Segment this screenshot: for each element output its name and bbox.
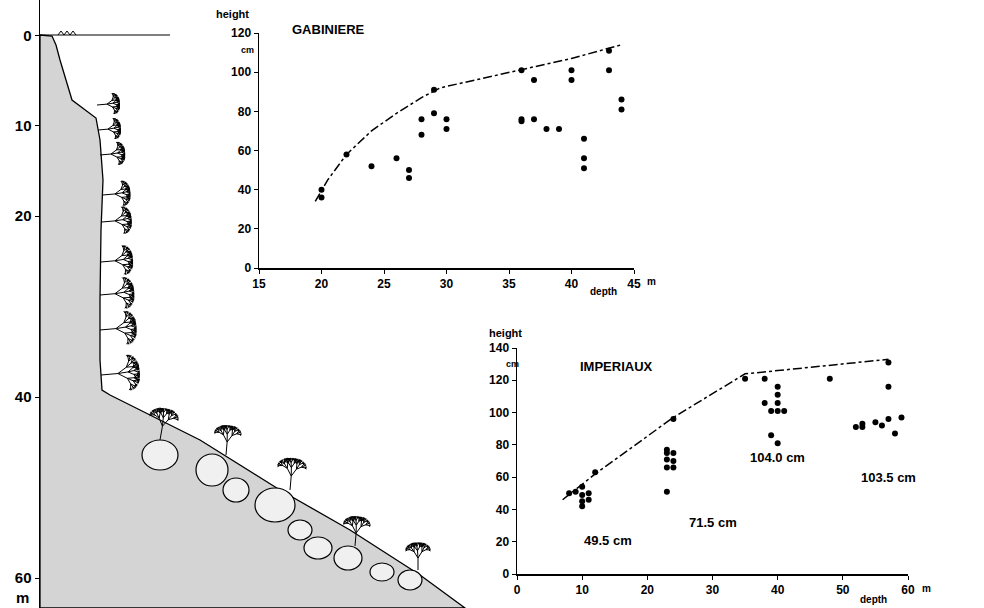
svg-text:m: m [922, 583, 931, 594]
svg-text:m: m [647, 276, 656, 287]
svg-text:50: 50 [836, 583, 850, 597]
svg-text:60: 60 [901, 583, 915, 597]
svg-text:80: 80 [238, 105, 252, 119]
svg-text:0: 0 [244, 261, 251, 275]
svg-text:49.5 cm: 49.5 cm [584, 533, 632, 548]
svg-text:height: height [489, 327, 522, 339]
svg-text:height: height [216, 8, 249, 20]
svg-text:80: 80 [496, 438, 510, 452]
svg-text:20: 20 [496, 535, 510, 549]
svg-text:25: 25 [377, 277, 391, 291]
svg-text:45: 45 [627, 277, 641, 291]
svg-text:depth: depth [860, 594, 887, 605]
svg-text:IMPERIAUX: IMPERIAUX [580, 359, 653, 374]
svg-text:depth: depth [590, 286, 617, 297]
svg-text:40: 40 [565, 277, 579, 291]
svg-text:100: 100 [231, 65, 251, 79]
svg-text:20: 20 [641, 583, 655, 597]
svg-text:cm: cm [506, 359, 519, 369]
svg-text:40: 40 [771, 583, 785, 597]
svg-text:20: 20 [238, 222, 252, 236]
svg-text:30: 30 [706, 583, 720, 597]
svg-text:120: 120 [489, 373, 509, 387]
svg-text:15: 15 [252, 277, 266, 291]
svg-text:60: 60 [496, 470, 510, 484]
svg-text:cm: cm [241, 45, 254, 55]
svg-text:0: 0 [23, 27, 31, 44]
svg-text:71.5 cm: 71.5 cm [689, 515, 737, 530]
svg-text:GABINIERE: GABINIERE [292, 22, 365, 37]
svg-text:10: 10 [575, 583, 589, 597]
svg-text:103.5 cm: 103.5 cm [861, 470, 916, 485]
svg-text:0: 0 [502, 567, 509, 581]
svg-text:40: 40 [238, 183, 252, 197]
svg-text:20: 20 [315, 277, 329, 291]
svg-text:60: 60 [238, 144, 252, 158]
svg-text:104.0 cm: 104.0 cm [750, 450, 805, 465]
svg-text:40: 40 [15, 388, 32, 405]
svg-text:20: 20 [15, 207, 32, 224]
svg-text:40: 40 [496, 503, 510, 517]
svg-text:140: 140 [489, 341, 509, 355]
svg-text:m: m [16, 589, 29, 606]
svg-text:10: 10 [15, 117, 32, 134]
svg-text:30: 30 [440, 277, 454, 291]
svg-text:60: 60 [15, 569, 32, 586]
svg-text:35: 35 [502, 277, 516, 291]
svg-text:120: 120 [231, 26, 251, 40]
svg-text:100: 100 [489, 406, 509, 420]
svg-text:0: 0 [514, 583, 521, 597]
